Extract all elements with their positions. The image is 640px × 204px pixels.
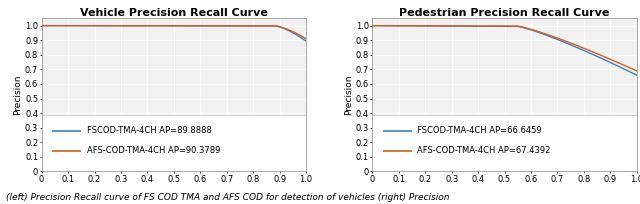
Y-axis label: Precision: Precision — [13, 75, 22, 115]
AFS-COD-TMA-4CH AP=90.3789 — [165, 24, 173, 27]
AFS-COD-TMA-4CH AP=67.4392 — [526, 28, 534, 30]
FSCOD-TMA-4CH AP=66.6459 — [511, 25, 519, 28]
AFS-COD-TMA-4CH AP=67.4392 — [585, 49, 593, 52]
Text: (left) Precision Recall curve of FS COD TMA and AFS COD for detection of vehicle: (left) Precision Recall curve of FS COD … — [6, 193, 450, 202]
Line: AFS-COD-TMA-4CH AP=67.4392: AFS-COD-TMA-4CH AP=67.4392 — [372, 26, 637, 71]
FSCOD-TMA-4CH AP=66.6459 — [633, 74, 640, 76]
FSCOD-TMA-4CH AP=89.8888 — [195, 25, 203, 27]
Y-axis label: Precision: Precision — [344, 75, 353, 115]
AFS-COD-TMA-4CH AP=67.4392 — [627, 67, 634, 69]
AFS-COD-TMA-4CH AP=67.4392 — [369, 24, 376, 27]
AFS-COD-TMA-4CH AP=90.3789 — [302, 38, 310, 40]
Title: Pedestrian Precision Recall Curve: Pedestrian Precision Recall Curve — [399, 8, 610, 18]
Text: AFS-COD-TMA-4CH AP=67.4392: AFS-COD-TMA-4CH AP=67.4392 — [417, 146, 550, 155]
FSCOD-TMA-4CH AP=89.8888 — [302, 40, 310, 42]
AFS-COD-TMA-4CH AP=67.4392 — [633, 70, 640, 72]
FSCOD-TMA-4CH AP=66.6459 — [627, 71, 634, 73]
Line: FSCOD-TMA-4CH AP=66.6459: FSCOD-TMA-4CH AP=66.6459 — [372, 26, 637, 75]
FSCOD-TMA-4CH AP=89.8888 — [255, 25, 262, 27]
FSCOD-TMA-4CH AP=89.8888 — [181, 25, 189, 27]
FSCOD-TMA-4CH AP=66.6459 — [369, 24, 376, 27]
Text: FSCOD-TMA-4CH AP=66.6459: FSCOD-TMA-4CH AP=66.6459 — [417, 126, 542, 135]
FSCOD-TMA-4CH AP=66.6459 — [495, 25, 503, 28]
FSCOD-TMA-4CH AP=66.6459 — [526, 28, 534, 31]
FSCOD-TMA-4CH AP=89.8888 — [38, 24, 45, 27]
AFS-COD-TMA-4CH AP=90.3789 — [296, 34, 303, 36]
AFS-COD-TMA-4CH AP=90.3789 — [181, 24, 189, 27]
FSCOD-TMA-4CH AP=89.8888 — [296, 36, 303, 38]
Line: AFS-COD-TMA-4CH AP=90.3789: AFS-COD-TMA-4CH AP=90.3789 — [42, 26, 306, 39]
Bar — [372, 18, 637, 114]
FSCOD-TMA-4CH AP=89.8888 — [163, 24, 171, 27]
AFS-COD-TMA-4CH AP=67.4392 — [494, 25, 502, 27]
AFS-COD-TMA-4CH AP=67.4392 — [495, 25, 503, 27]
Title: Vehicle Precision Recall Curve: Vehicle Precision Recall Curve — [80, 8, 268, 18]
AFS-COD-TMA-4CH AP=90.3789 — [195, 24, 203, 27]
Bar — [42, 18, 306, 114]
FSCOD-TMA-4CH AP=89.8888 — [165, 24, 173, 27]
AFS-COD-TMA-4CH AP=90.3789 — [38, 24, 45, 27]
FSCOD-TMA-4CH AP=66.6459 — [494, 25, 502, 28]
Line: FSCOD-TMA-4CH AP=89.8888: FSCOD-TMA-4CH AP=89.8888 — [42, 26, 306, 41]
FSCOD-TMA-4CH AP=66.6459 — [585, 52, 593, 54]
Text: AFS-COD-TMA-4CH AP=90.3789: AFS-COD-TMA-4CH AP=90.3789 — [86, 146, 220, 155]
Text: FSCOD-TMA-4CH AP=89.8888: FSCOD-TMA-4CH AP=89.8888 — [86, 126, 211, 135]
AFS-COD-TMA-4CH AP=90.3789 — [163, 24, 171, 27]
AFS-COD-TMA-4CH AP=90.3789 — [255, 24, 262, 27]
AFS-COD-TMA-4CH AP=67.4392 — [511, 25, 519, 27]
